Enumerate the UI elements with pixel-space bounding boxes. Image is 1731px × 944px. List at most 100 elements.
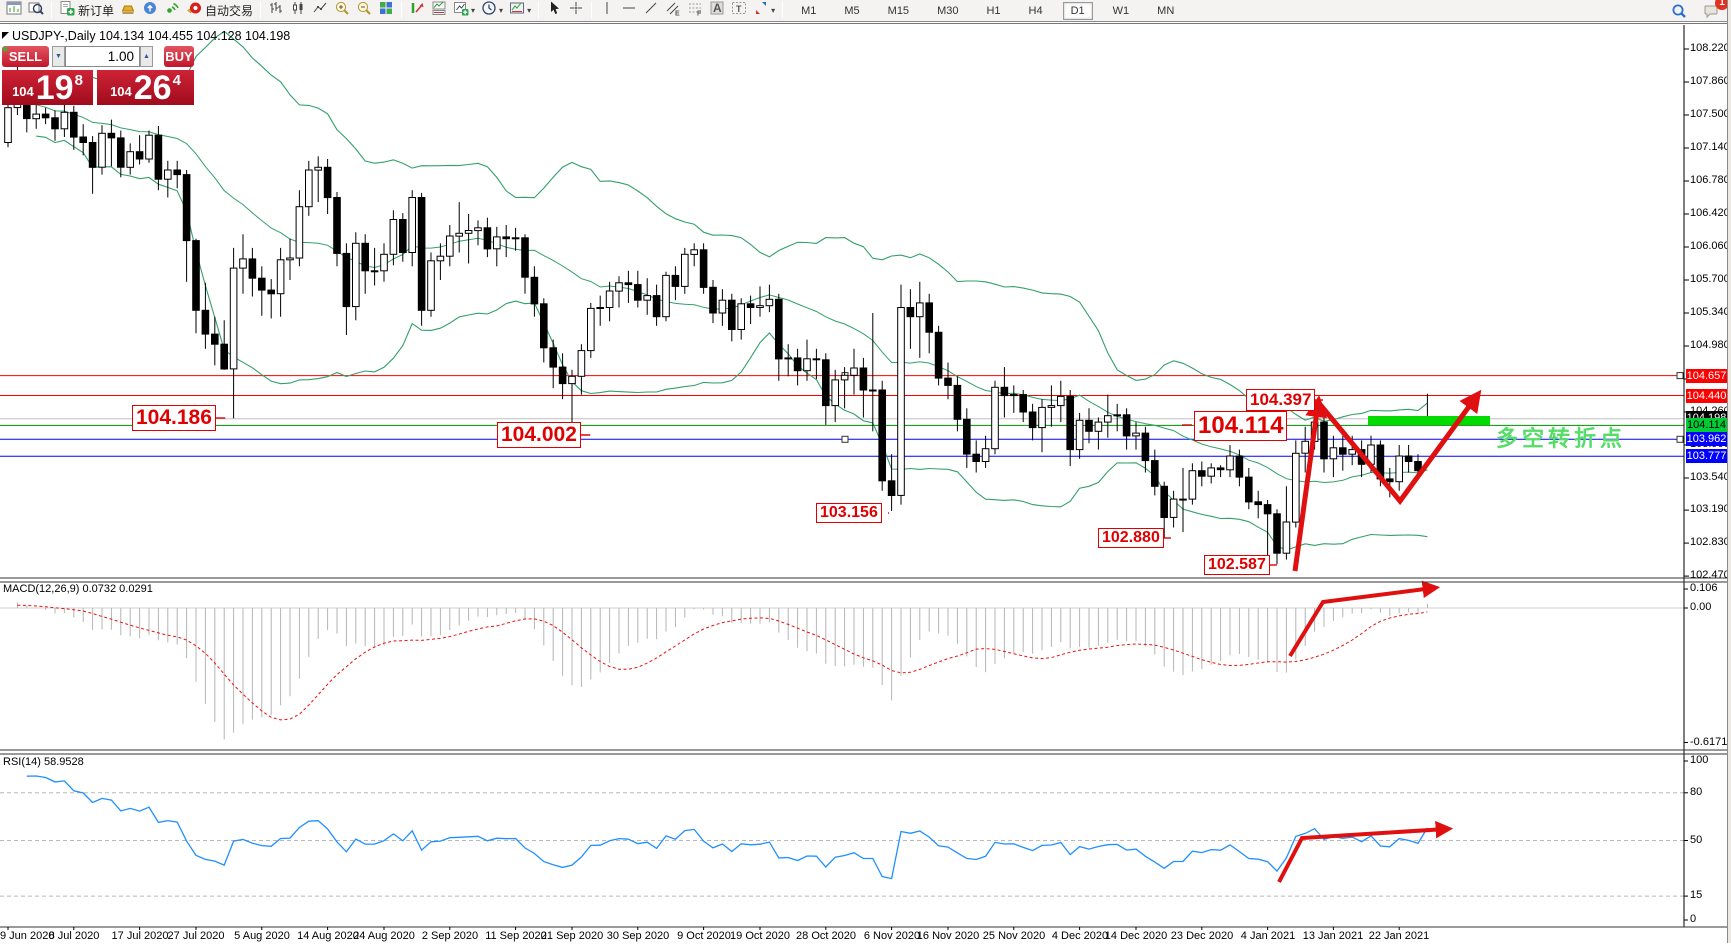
signals-icon[interactable]: [161, 1, 183, 21]
zoom-out-icon[interactable]: [353, 1, 375, 21]
macd-indicator-label: MACD(12,26,9) 0.0732 0.0291: [3, 583, 153, 595]
chevron-down-icon: ▾: [771, 6, 776, 15]
cursor-icon[interactable]: [543, 1, 565, 21]
channel-icon: E: [665, 0, 681, 21]
horizontal-line-icon: [621, 0, 637, 21]
template-icon[interactable]: ▾: [506, 1, 534, 21]
toolbar-button-label: 新订单: [78, 4, 115, 18]
macd-scale-label: 0.106: [1690, 582, 1718, 594]
macd-scale-label: -0.6171: [1690, 736, 1728, 748]
signals-icon: [164, 0, 180, 21]
tf-M30[interactable]: M30: [937, 4, 959, 17]
chart-window-icon[interactable]: [3, 1, 25, 21]
text-label-icon: T: [731, 0, 747, 21]
price-label-box[interactable]: 102.880: [1098, 528, 1164, 548]
tf-H1[interactable]: H1: [986, 4, 1001, 17]
period-icon[interactable]: ▾: [478, 1, 506, 21]
tf-D1[interactable]: D1: [1062, 1, 1093, 20]
bar-chart-icon: [268, 0, 284, 21]
svg-text:E: E: [675, 11, 680, 17]
new-order-button[interactable]: 新订单: [56, 1, 117, 21]
rsi-scale-label: 80: [1690, 786, 1703, 798]
buy-button[interactable]: BUY: [164, 46, 194, 67]
price-label-box[interactable]: 102.587: [1204, 555, 1270, 575]
horizontal-line-icon[interactable]: [618, 1, 640, 21]
date-label: 17 Jul 2020: [111, 930, 169, 942]
toolbar-separator: [538, 2, 540, 19]
date-label: 30 Sep 2020: [606, 930, 670, 942]
find-symbol-icon: [28, 0, 44, 21]
find-symbol-icon[interactable]: [25, 1, 47, 21]
indicator-window-icon[interactable]: [428, 1, 450, 21]
new-chart-icon[interactable]: ▾: [450, 1, 478, 21]
price-label-box[interactable]: 104.002: [497, 422, 581, 448]
candlestick-chart-icon: [290, 0, 306, 21]
trendline-icon[interactable]: [640, 1, 662, 21]
volume-increase-button[interactable]: ▲: [140, 46, 153, 67]
chart-window-icon: [6, 0, 22, 21]
tf-H4[interactable]: H4: [1028, 4, 1043, 17]
sell-price[interactable]: 104 19 8: [2, 70, 93, 105]
tf-M1[interactable]: M1: [801, 4, 817, 17]
window-right-border: [1727, 0, 1728, 943]
toolbar-separator: [591, 2, 593, 19]
autotrade-button[interactable]: 自动交易: [183, 1, 256, 21]
date-label: 11 Sep 2020: [485, 930, 547, 942]
crosshair-icon[interactable]: [565, 1, 587, 21]
candlestick-chart-icon[interactable]: [287, 1, 309, 21]
axis-price-tag: 103.962: [1686, 432, 1727, 446]
date-label: 4 Jan 2021: [1240, 930, 1296, 942]
text-icon[interactable]: A: [706, 1, 728, 21]
indicators-icon[interactable]: [406, 1, 428, 21]
chart-window[interactable]: USDJPY-,Daily 104.134 104.455 104.128 10…: [0, 23, 1731, 943]
window-right-strip: [1728, 0, 1731, 943]
price-scale-label: 106.060: [1690, 240, 1730, 252]
volume-decrease-button[interactable]: ▼: [52, 46, 65, 67]
tf-MN[interactable]: MN: [1157, 4, 1175, 17]
toolbar-separator: [260, 2, 262, 19]
tf-M5[interactable]: M5: [844, 4, 860, 17]
text-label-icon[interactable]: T: [728, 1, 750, 21]
buy-price-point: 4: [172, 72, 181, 89]
zoom-in-icon: [334, 0, 350, 21]
date-label: 21 Sep 2020: [540, 930, 604, 942]
buy-price[interactable]: 104 26 4: [97, 70, 194, 105]
rsi-indicator-label: RSI(14) 58.9528: [3, 756, 84, 768]
vertical-line-icon: [599, 0, 615, 21]
line-chart-icon[interactable]: [309, 1, 331, 21]
fibonacci-icon: F: [687, 0, 703, 21]
publish-icon[interactable]: [139, 1, 161, 21]
chevron-down-icon: ▾: [471, 6, 476, 15]
new-order-icon: [59, 0, 75, 21]
channel-icon[interactable]: E: [662, 1, 684, 21]
price-scale-label: 107.500: [1690, 108, 1730, 120]
tf-M15[interactable]: M15: [887, 4, 910, 17]
date-label: 28 Oct 2020: [796, 930, 856, 942]
trendline-icon: [643, 0, 659, 21]
gold-chart-icon[interactable]: [117, 1, 139, 21]
bar-chart-icon[interactable]: [265, 1, 287, 21]
chart-canvas[interactable]: [0, 24, 1731, 944]
quote-line: USDJPY-,Daily 104.134 104.455 104.128 10…: [12, 29, 291, 43]
search-icon[interactable]: [1668, 1, 1690, 21]
sell-button[interactable]: SELL: [2, 46, 49, 67]
price-label-box[interactable]: 104.397: [1246, 389, 1316, 411]
price-label-box[interactable]: 104.186: [132, 405, 216, 431]
chat-icon[interactable]: 1: [1700, 0, 1729, 21]
vertical-line-icon[interactable]: [596, 1, 618, 21]
tf-W1[interactable]: W1: [1112, 4, 1130, 17]
date-label: 9 Oct 2020: [677, 930, 731, 942]
fibonacci-icon[interactable]: F: [684, 1, 706, 21]
tile-windows-icon[interactable]: [375, 1, 397, 21]
price-scale-label: 105.700: [1690, 273, 1730, 285]
price-label-box[interactable]: 104.114: [1194, 411, 1288, 441]
zoom-in-icon[interactable]: [331, 1, 353, 21]
price-label-box[interactable]: 103.156: [816, 503, 882, 523]
date-label: 25 Nov 2020: [982, 930, 1046, 942]
toolbar-separator: [51, 2, 52, 19]
arrows-icon[interactable]: ▾: [750, 1, 778, 21]
date-label: 8 Jul 2020: [48, 930, 100, 942]
price-scale-label: 104.980: [1690, 339, 1730, 351]
volume-input[interactable]: [65, 46, 140, 67]
autotrade-icon: [186, 0, 202, 21]
